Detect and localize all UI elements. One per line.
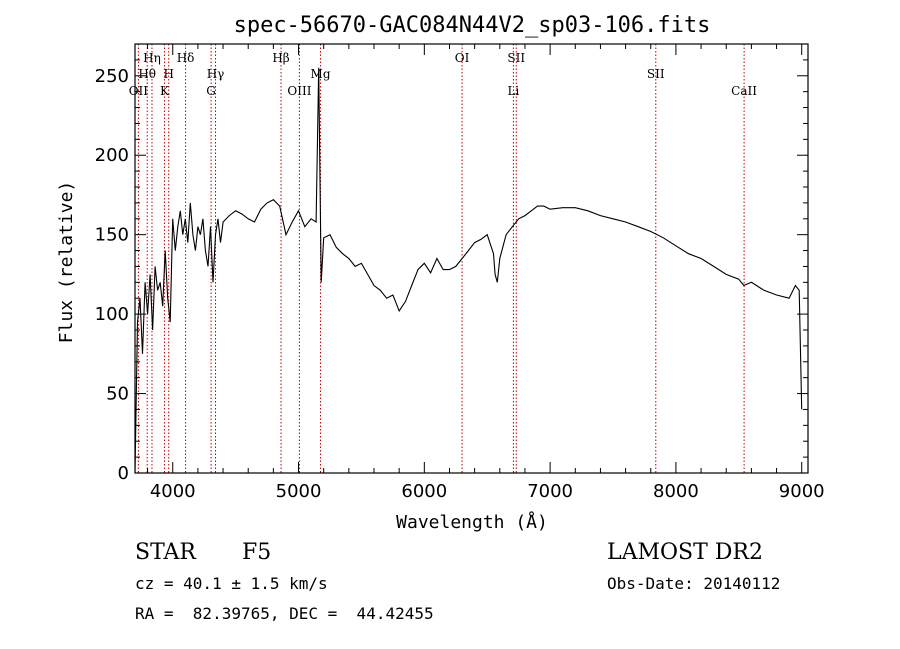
line-marker-label: G: [206, 84, 216, 98]
line-marker-label: Hθ: [138, 67, 156, 81]
line-marker-label: CaII: [731, 84, 757, 98]
plot-frame: [134, 43, 809, 474]
object-class: STAR: [135, 540, 196, 565]
x-tick-label: 9000: [779, 481, 825, 502]
observation-date: Obs-Date: 20140112: [607, 574, 781, 593]
y-tick-label: 250: [95, 66, 129, 87]
spectrum-line: [134, 67, 803, 474]
line-marker-label: OI: [455, 51, 470, 65]
line-marker-label: Hγ: [207, 67, 225, 81]
x-tick-label: 8000: [653, 481, 699, 502]
line-marker-label: SII: [507, 51, 525, 65]
line-marker-label: K: [160, 84, 170, 98]
y-tick-label: 150: [95, 225, 129, 246]
line-marker-label: Li: [507, 84, 519, 98]
y-tick-label: 0: [118, 463, 129, 484]
survey-release: LAMOST DR2: [607, 540, 763, 565]
line-marker-label: OII: [129, 84, 149, 98]
redshift-velocity: cz = 40.1 ± 1.5 km/s: [135, 574, 328, 593]
line-marker-label: H: [163, 67, 173, 81]
x-axis-label: Wavelength (Å): [396, 511, 548, 533]
line-marker-label: Hδ: [177, 51, 195, 65]
x-tick-label: 5000: [276, 481, 322, 502]
sky-coordinates: RA = 82.39765, DEC = 44.42455: [135, 604, 434, 623]
axis-ticks: 4000 5000 6000 7000 8000 9000 0 50 100 150 200 250: [95, 43, 825, 502]
y-axis-label: Flux (relative): [56, 181, 77, 344]
line-marker-label: Mg: [311, 67, 331, 81]
y-tick-label: 50: [106, 384, 129, 405]
x-tick-label: 6000: [401, 481, 447, 502]
y-tick-label: 200: [95, 145, 129, 166]
line-marker-label: SII: [647, 67, 665, 81]
line-marker-label: OIII: [287, 84, 311, 98]
line-marker-label: Hβ: [272, 51, 289, 65]
x-tick-label: 4000: [150, 481, 196, 502]
line-marker-label: Hη: [143, 51, 161, 65]
chart-title: spec-56670-GAC084N44V2_sp03-106.fits: [234, 13, 711, 38]
object-subclass: F5: [242, 540, 272, 565]
x-tick-label: 7000: [527, 481, 573, 502]
y-tick-label: 100: [95, 304, 129, 325]
